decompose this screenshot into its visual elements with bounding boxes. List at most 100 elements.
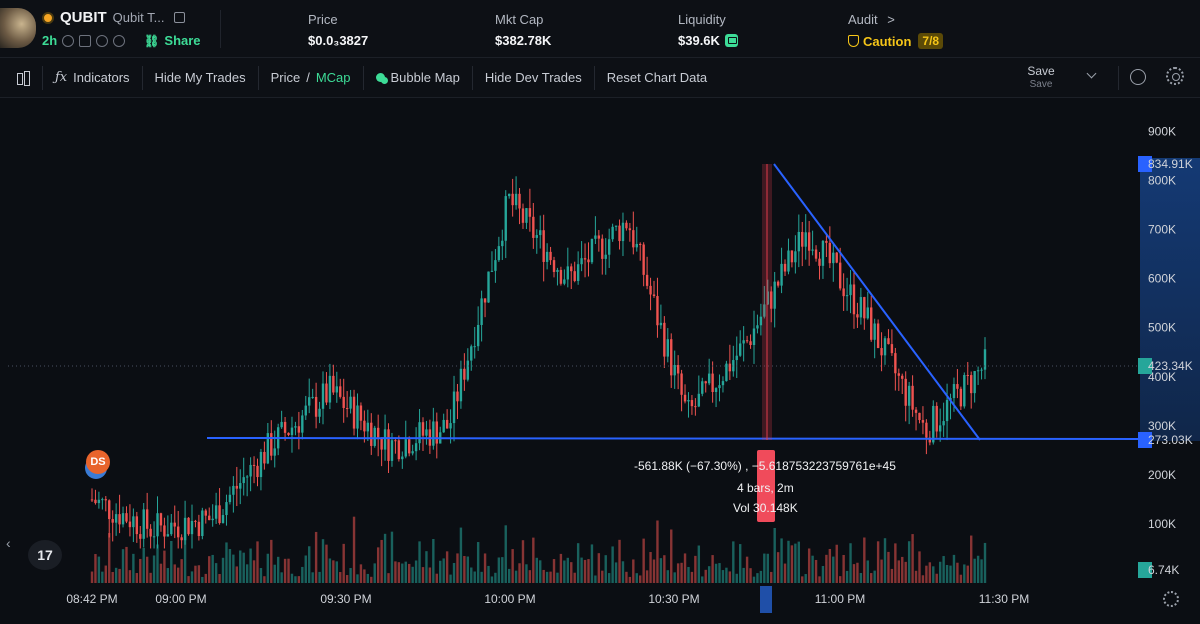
candle-body — [597, 235, 601, 239]
alert-clock-icon[interactable] — [1130, 69, 1146, 85]
candle-body — [618, 225, 621, 242]
volume-bar — [942, 556, 945, 583]
token-avatar[interactable] — [0, 8, 36, 48]
search-icon[interactable] — [62, 34, 75, 47]
hide-dev-trades-button[interactable]: Hide Dev Trades — [473, 65, 595, 90]
toggle-separator: / — [306, 70, 310, 85]
volume-bar — [628, 576, 632, 583]
support-trendline[interactable] — [206, 437, 1141, 440]
volume-bar — [104, 565, 107, 583]
candle-body — [607, 239, 611, 255]
indicators-button[interactable]: ƒx Indicators — [43, 65, 143, 90]
volume-bar — [187, 576, 190, 583]
share-button[interactable]: ⛓ Share — [144, 33, 200, 48]
chevron-left-icon[interactable]: ‹ — [6, 535, 11, 551]
price-chart[interactable]: 900K 800K 700K 600K 500K 400K 300K 200K 100K 08:… — [0, 98, 1200, 624]
candle-body — [108, 500, 111, 520]
candle-body — [545, 251, 549, 262]
price-value: $0.0₃3827 — [308, 33, 369, 48]
volume-bar — [907, 541, 911, 583]
volume-bar — [821, 565, 825, 583]
x-tick-label: 10:30 PM — [648, 592, 699, 606]
candle-body — [507, 193, 511, 197]
volume-bar — [208, 556, 211, 583]
volume-bar — [225, 542, 228, 583]
volume-bar — [621, 561, 625, 583]
tradingview-logo[interactable]: 17 — [28, 540, 62, 570]
candle-body — [828, 242, 832, 264]
gear-icon[interactable] — [1166, 67, 1184, 85]
hide-my-trades-button[interactable]: Hide My Trades — [143, 65, 259, 90]
audit-stat[interactable]: Audit > Caution 7/8 — [848, 12, 944, 49]
dev-sell-marker[interactable]: DS — [86, 450, 110, 474]
bubble-map-button[interactable]: Bubble Map — [364, 65, 473, 90]
candle-body — [345, 407, 349, 409]
volume-bar — [925, 565, 928, 583]
volume-bar — [552, 559, 556, 583]
liquidity-value: $39.6K — [678, 33, 720, 48]
volume-bar — [580, 557, 583, 583]
volume-bar — [425, 551, 428, 583]
volume-bar — [352, 516, 356, 583]
bubble-icon — [375, 73, 385, 82]
candle-body — [176, 526, 180, 538]
volume-bar — [928, 562, 932, 583]
audit-label-row[interactable]: Audit > — [848, 12, 943, 27]
save-layout-button[interactable]: Save Save — [1025, 64, 1057, 90]
volume-bar — [659, 558, 663, 583]
candle-body — [914, 409, 918, 413]
candle-body — [401, 456, 404, 460]
price-axis[interactable]: 900K 800K 700K 600K 500K 400K 300K 200K 100K — [1148, 125, 1176, 531]
volume-bar — [218, 573, 221, 583]
volume-bar — [183, 535, 187, 583]
volume-bar — [959, 574, 963, 583]
candle-body — [976, 370, 980, 372]
volume-bar — [956, 562, 959, 583]
price-mcap-toggle[interactable]: Price / MCap — [259, 65, 364, 90]
audit-status-row[interactable]: Caution 7/8 — [848, 33, 944, 49]
candle-body — [849, 284, 852, 296]
time-range-highlight — [760, 586, 772, 613]
candle-body — [725, 363, 728, 382]
chart-canvas[interactable]: 900K 800K 700K 600K 500K 400K 300K 200K 100K 08:… — [0, 98, 1200, 624]
candle-body — [659, 322, 663, 326]
candle-body — [887, 338, 890, 345]
volume-bar — [714, 563, 718, 583]
volume-bar — [639, 575, 642, 583]
globe-icon[interactable] — [113, 34, 126, 47]
candle-body — [283, 421, 287, 433]
candle-body — [883, 338, 887, 356]
reset-chart-button[interactable]: Reset Chart Data — [595, 66, 719, 90]
candle-body — [373, 427, 376, 446]
resistance-trendline[interactable] — [773, 163, 981, 441]
volume-bar — [128, 570, 132, 583]
volume-bar — [332, 560, 335, 583]
list-icon[interactable] — [79, 34, 92, 47]
price-toggle-label[interactable]: Price — [270, 70, 301, 85]
candle-body — [211, 518, 214, 521]
function-icon: ƒx — [55, 70, 68, 85]
save-sub-label: Save — [1029, 79, 1053, 90]
candle-body — [673, 365, 676, 376]
chart-settings-icon[interactable] — [1163, 591, 1179, 607]
volume-bar — [735, 573, 738, 583]
volume-bar — [494, 572, 497, 583]
candle-body — [687, 400, 690, 402]
edit-icon[interactable] — [96, 34, 109, 47]
candle-body — [642, 244, 645, 275]
support-price-badge: 273.03K — [1148, 433, 1193, 447]
volume-bar — [549, 571, 552, 583]
volume-bar — [114, 567, 118, 583]
candle-body — [614, 225, 618, 227]
volume-bar — [607, 573, 611, 583]
candle-body — [980, 369, 983, 371]
chart-type-button[interactable] — [0, 65, 43, 90]
time-axis[interactable]: 08:42 PM 09:00 PM 09:30 PM 10:00 PM 10:30 PM… — [66, 592, 1029, 606]
volume-bar — [94, 554, 97, 583]
mcap-toggle-label[interactable]: MCap — [315, 70, 351, 85]
candle-body — [959, 388, 963, 407]
candle-body — [404, 439, 407, 457]
candle-body — [907, 385, 911, 406]
copy-icon[interactable] — [174, 12, 186, 23]
candle-body — [587, 259, 590, 263]
